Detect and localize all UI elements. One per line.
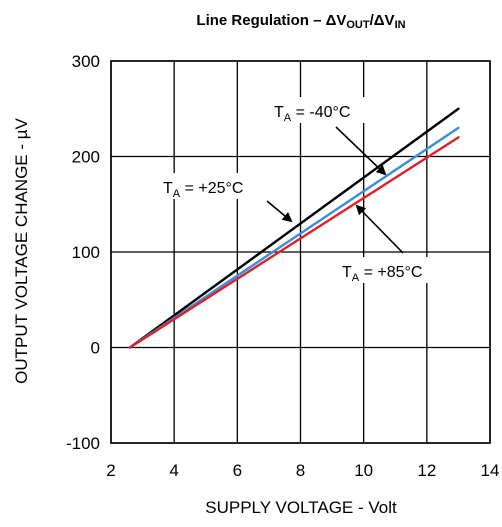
x-tick-label-0: 2: [106, 461, 115, 480]
y-tick-label-4: 300: [72, 52, 100, 71]
y-tick-labels: -100 0 100 200 300: [66, 52, 100, 453]
x-tick-label-1: 4: [169, 461, 178, 480]
x-tick-label-4: 10: [354, 461, 373, 480]
x-tick-labels: 2 4 6 8 10 12 14: [106, 461, 499, 480]
series-line-2: [128, 136, 460, 349]
plot-frame: [110, 60, 491, 444]
annotation-minus40-bg: [268, 97, 386, 123]
annotation-minus40-arrow: [335, 126, 387, 176]
annotation-plus85-bg: [336, 257, 456, 283]
x-tick-label-3: 8: [296, 461, 305, 480]
title-sep: /ΔV: [370, 12, 395, 29]
x-tick-label-5: 12: [417, 461, 436, 480]
series-line-0: [128, 107, 460, 349]
chart-title: Line Regulation – ΔVOUT/ΔVIN: [196, 12, 405, 31]
series-line-1: [128, 126, 460, 349]
title-main: Line Regulation – ΔV: [196, 12, 346, 29]
annotation-plus85: TA = +85°C: [336, 204, 456, 284]
annotation-minus40: TA = -40°C: [268, 97, 387, 176]
annotation-minus40-text: TA = -40°C: [274, 104, 350, 124]
annotation-plus25-arrow: [266, 200, 293, 223]
annotation-plus85-arrow: [355, 204, 404, 254]
annotation-plus85-text: TA = +85°C: [342, 264, 422, 284]
annotation-plus25-bg: [158, 173, 278, 199]
annotation-plus25-text: TA = +25°C: [163, 180, 243, 200]
series-lines: [128, 107, 460, 349]
y-tick-label-3: 200: [72, 148, 100, 167]
y-tick-label-0: -100: [66, 434, 100, 453]
annotation-plus25: TA = +25°C: [158, 173, 293, 223]
y-tick-label-1: 0: [91, 339, 100, 358]
title-sub-in: IN: [395, 19, 406, 31]
x-axis-label: SUPPLY VOLTAGE - Volt: [205, 498, 397, 517]
x-tick-label-2: 6: [233, 461, 242, 480]
y-tick-label-2: 100: [72, 243, 100, 262]
x-tick-label-6: 14: [481, 461, 500, 480]
title-sub-out: OUT: [346, 19, 370, 31]
y-axis-label: OUTPUT VOLTAGE CHANGE - µV: [12, 117, 31, 383]
